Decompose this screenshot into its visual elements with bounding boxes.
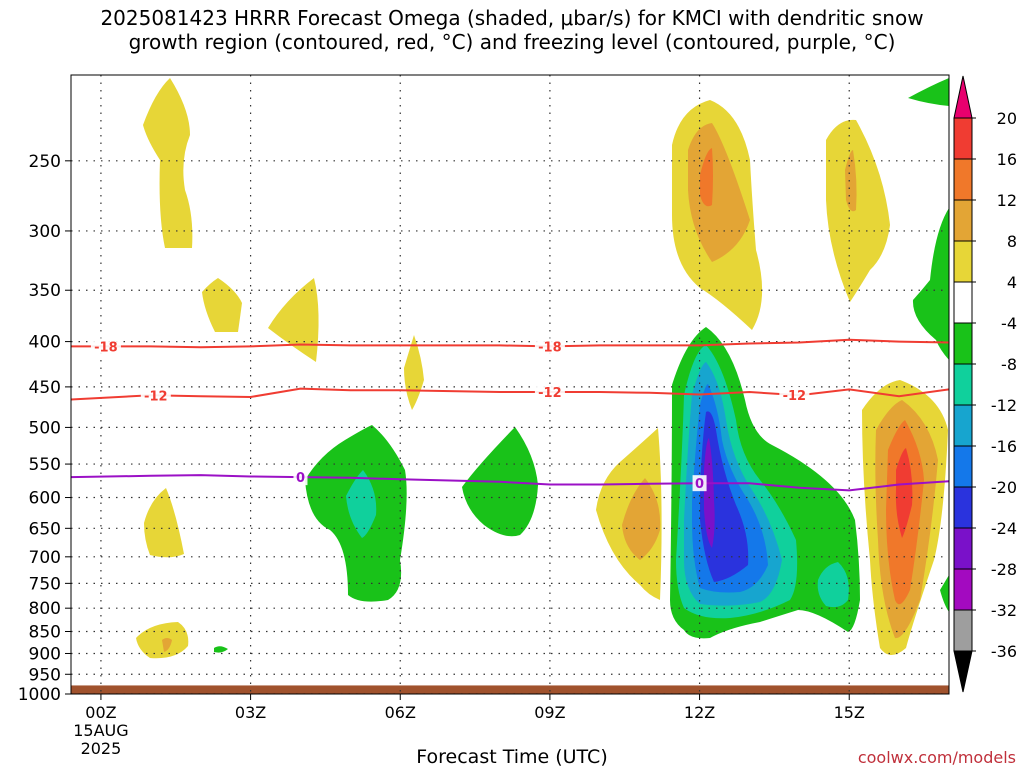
x-tick-label: 00Z: [85, 703, 116, 722]
y-tick-label: 400: [29, 333, 61, 353]
x-tick-label: 15AUG: [73, 721, 128, 740]
omega-descent-17z-upper: [912, 208, 949, 360]
colorbar-segment: [953, 240, 973, 283]
ground-below-surface: [71, 685, 949, 694]
colorbar-bottom-arrow: [953, 650, 973, 693]
colorbar-segment: [953, 363, 973, 406]
omega-ascent-00z-low-core: [162, 638, 172, 652]
y-tick-label: 550: [29, 455, 61, 475]
x-tick-label: 06Z: [385, 703, 416, 722]
colorbar-label: -24: [991, 519, 1017, 538]
y-tick-label: 300: [29, 222, 61, 242]
colorbar-label: -32: [991, 601, 1017, 620]
omega-ascent-11z-core: [622, 478, 661, 560]
colorbar-label: 20: [997, 109, 1017, 128]
colorbar-segment: [953, 199, 973, 242]
omega-descent-02z-speck: [214, 646, 228, 653]
omega-ascent-12z-upper-mid: [688, 123, 750, 262]
contour-label: -18: [94, 340, 118, 355]
colorbar-segment: [953, 404, 973, 447]
x-tick-label: 03Z: [235, 703, 266, 722]
colorbar-label: -20: [991, 478, 1017, 497]
y-tick-labels: 2503003504004505005506006507007508008509…: [18, 152, 71, 705]
y-tick-label: 600: [29, 489, 61, 509]
contour-label-bg: [293, 469, 308, 486]
omega-ascent-03z: [268, 278, 319, 362]
colorbar-segment: [953, 158, 973, 201]
x-tick-label: 09Z: [534, 703, 565, 722]
colorbar-segment: [953, 445, 973, 488]
y-tick-label: 750: [29, 574, 61, 594]
y-tick-label: 850: [29, 622, 61, 642]
y-tick-label: 700: [29, 548, 61, 568]
omega-ascent-16z-core-red: [895, 448, 913, 538]
omega-descent-14z-teal: [817, 562, 849, 608]
colorbar-segment: [953, 527, 973, 570]
x-tick-label: 12Z: [684, 703, 715, 722]
colorbar-label: -8: [1001, 355, 1017, 374]
omega-shading: [136, 78, 949, 659]
contour-label-bg: [534, 383, 565, 400]
x-axis-title: Forecast Time (UTC): [416, 746, 608, 768]
omega-ascent-02z: [202, 278, 242, 332]
contour-label-bg: [692, 475, 707, 492]
contour-label: 0: [695, 477, 704, 492]
colorbar-label: -36: [991, 642, 1017, 661]
contour-line: [71, 338, 949, 349]
colorbar-label: 4: [1007, 273, 1017, 292]
y-tick-label: 1000: [18, 685, 61, 705]
colorbar-segment: [953, 568, 973, 611]
contour-label: -12: [538, 386, 562, 401]
colorbar-label: -12: [991, 396, 1017, 415]
contour-label-bg: [534, 338, 565, 355]
colorbar-segment: [953, 486, 973, 529]
omega-ascent-15z-core: [845, 150, 857, 212]
colorbar-label: -28: [991, 560, 1017, 579]
contour-label: -18: [538, 340, 562, 355]
chart-title: 2025081423 HRRR Forecast Omega (shaded, …: [100, 6, 924, 54]
colorbar-segment: [953, 609, 973, 652]
omega-descent-12z-core: [704, 438, 715, 548]
contour-label-bg: [90, 338, 121, 355]
contour-label: 0: [296, 471, 305, 486]
colorbar-label: 12: [997, 191, 1017, 210]
omega-ascent-00z-mid: [144, 488, 184, 558]
contour-line: [71, 387, 949, 401]
omega-descent-17z-top: [908, 78, 949, 106]
colorbar-segment: [953, 117, 973, 160]
temperature-contours: -18 -18 -12 -12 -12 0 0: [71, 338, 949, 492]
colorbar-top-arrow: [953, 75, 973, 119]
colorbar-label: -16: [991, 437, 1017, 456]
source-credit: coolwx.com/models: [857, 748, 1016, 767]
colorbar-segment: [953, 322, 973, 365]
y-tick-label: 250: [29, 152, 61, 172]
y-tick-label: 450: [29, 378, 61, 398]
colorbar-segment: [953, 281, 973, 324]
omega-colorbar: 20 16 12 8 4 -4 -8 -12 -16 -20 -24 -28 -32 -36: [953, 75, 1017, 693]
colorbar-label: 8: [1007, 232, 1017, 251]
x-tick-label: 15Z: [834, 703, 865, 722]
colorbar-label: 16: [997, 150, 1017, 169]
omega-ascent-00z-upper: [143, 78, 193, 248]
x-tick-label: 2025: [81, 739, 122, 758]
y-tick-label: 800: [29, 599, 61, 619]
colorbar-label: -4: [1001, 314, 1017, 333]
omega-descent-17z-low: [940, 575, 949, 612]
y-tick-label: 500: [29, 418, 61, 438]
omega-descent-05z-core: [346, 470, 377, 538]
contour-label: -12: [144, 389, 168, 404]
contour-label: -12: [783, 389, 807, 404]
contour-line: [71, 474, 949, 492]
omega-ascent-12z-upper-core: [700, 148, 713, 207]
contour-label-bg: [779, 387, 810, 404]
y-tick-label: 350: [29, 281, 61, 301]
y-tick-label: 650: [29, 519, 61, 539]
y-tick-label: 950: [29, 665, 61, 685]
contour-label-bg: [140, 387, 171, 404]
plot-frame: [70, 74, 950, 695]
y-tick-label: 900: [29, 644, 61, 664]
omega-ascent-15z: [826, 119, 890, 302]
